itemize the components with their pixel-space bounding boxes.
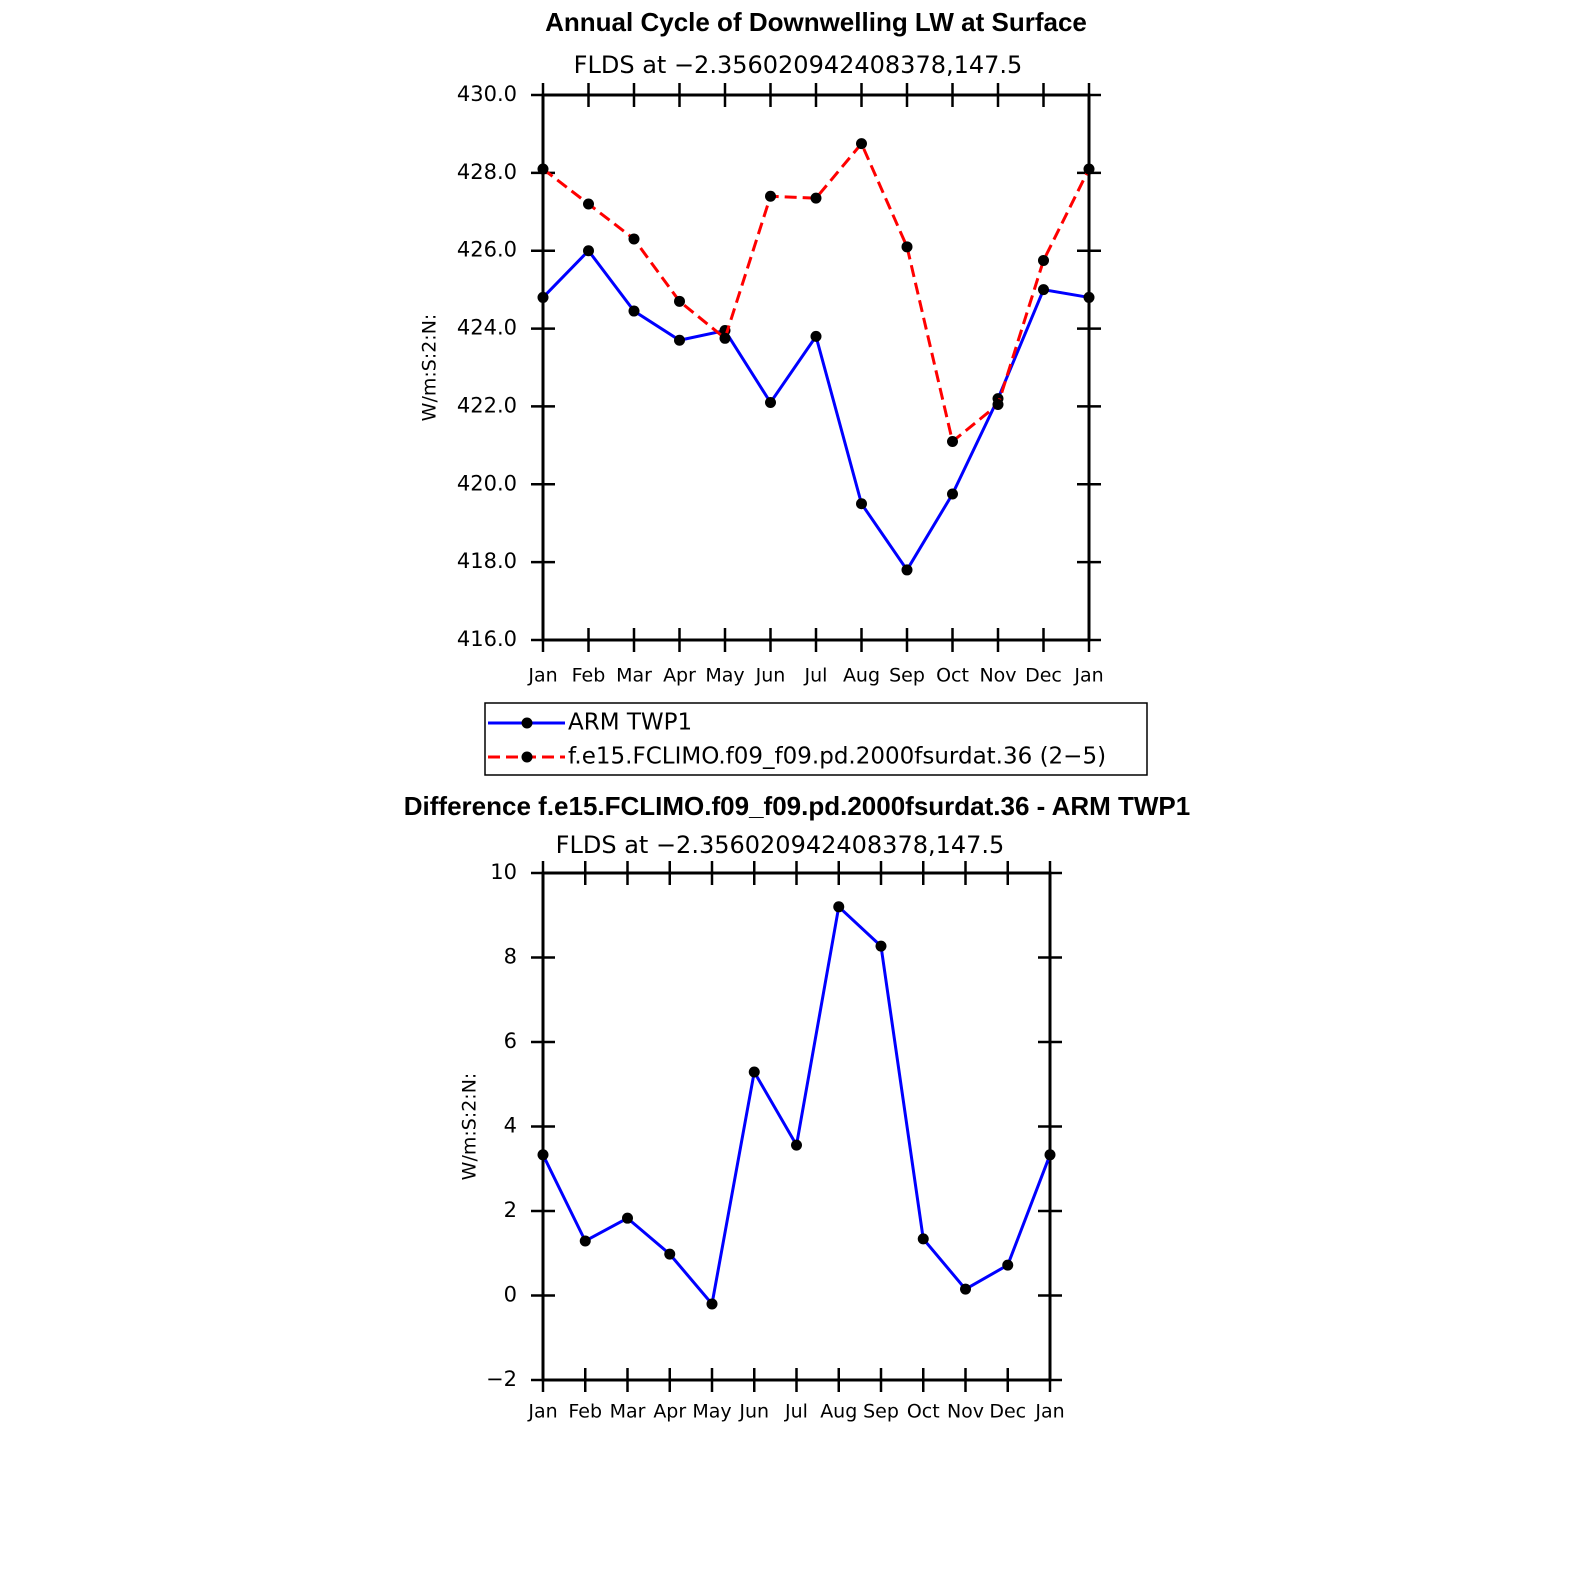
x-tick-label: May bbox=[692, 1401, 731, 1423]
plot-frame bbox=[541, 871, 1052, 1382]
x-tick-label: Oct bbox=[936, 665, 969, 687]
y-tick-label: 8 bbox=[504, 945, 517, 969]
chart-title: Annual Cycle of Downwelling LW at Surfac… bbox=[545, 7, 1087, 37]
legend-label: f.e15.FCLIMO.f09_f09.pd.2000fsurdat.36 (… bbox=[568, 744, 1106, 770]
series-line bbox=[542, 140, 1091, 445]
series-line bbox=[541, 903, 1052, 1308]
y-tick-label: 422.0 bbox=[457, 393, 517, 417]
data-point bbox=[537, 1149, 549, 1161]
data-point bbox=[706, 1298, 718, 1310]
data-point bbox=[765, 190, 776, 202]
x-tick-label: Oct bbox=[907, 1401, 940, 1423]
x-tick-label: Aug bbox=[820, 1401, 857, 1423]
data-point bbox=[628, 233, 640, 245]
y-tick-label: 426.0 bbox=[457, 238, 517, 262]
series-line bbox=[541, 248, 1090, 573]
y-tick-label: −2 bbox=[486, 1367, 517, 1391]
x-tick-label: Dec bbox=[989, 1401, 1026, 1423]
data-point bbox=[901, 241, 913, 253]
y-tick-label: 10 bbox=[490, 860, 517, 884]
data-point bbox=[765, 397, 776, 409]
x-tick-label: Apr bbox=[653, 1401, 686, 1423]
chart-title: Difference f.e15.FCLIMO.f09_f09.pd.2000f… bbox=[404, 791, 1190, 821]
x-tick-label: Jan bbox=[1073, 665, 1103, 687]
y-tick-label: 418.0 bbox=[457, 549, 517, 573]
data-point bbox=[1083, 291, 1095, 303]
legend-label: ARM TWP1 bbox=[568, 710, 692, 736]
data-point bbox=[833, 901, 845, 913]
x-tick-label: Nov bbox=[979, 665, 1016, 687]
x-tick-label: Aug bbox=[843, 665, 880, 687]
data-point bbox=[1044, 1149, 1056, 1161]
y-tick-label: 6 bbox=[504, 1029, 517, 1053]
data-point bbox=[1083, 163, 1095, 175]
data-point bbox=[583, 198, 594, 210]
data-point bbox=[810, 192, 822, 204]
data-point bbox=[960, 1283, 971, 1295]
data-point bbox=[917, 1233, 929, 1245]
data-point bbox=[875, 940, 887, 952]
plot-frame bbox=[541, 93, 1091, 642]
x-tick-label: Feb bbox=[568, 1401, 602, 1423]
y-tick-label: 0 bbox=[504, 1283, 517, 1307]
data-point bbox=[537, 163, 549, 175]
data-point bbox=[628, 305, 640, 317]
y-tick-label: 4 bbox=[504, 1114, 517, 1138]
x-tick-label: Jun bbox=[755, 665, 786, 687]
data-point bbox=[810, 330, 822, 342]
data-point bbox=[1038, 284, 1049, 296]
x-tick-label: Apr bbox=[663, 665, 696, 687]
y-tick-label: 416.0 bbox=[457, 627, 517, 651]
chart-subtitle: FLDS at −2.356020942408378,147.5 bbox=[556, 831, 1005, 859]
data-point bbox=[901, 564, 913, 576]
x-tick-label: Jul bbox=[784, 1401, 808, 1423]
y-tick-label: 420.0 bbox=[457, 471, 517, 495]
data-point bbox=[579, 1235, 591, 1247]
y-tick-label: 424.0 bbox=[457, 316, 517, 340]
y-tick-label: 428.0 bbox=[457, 160, 517, 184]
x-tick-label: Jan bbox=[1034, 1401, 1064, 1423]
y-axis-label: W/m:S:2:N: bbox=[459, 1073, 481, 1181]
x-tick-label: Jan bbox=[527, 665, 557, 687]
data-point bbox=[1038, 254, 1049, 266]
y-tick-label: 430.0 bbox=[457, 82, 517, 106]
data-point bbox=[583, 245, 594, 257]
data-point bbox=[856, 138, 867, 150]
x-tick-label: Jul bbox=[804, 665, 828, 687]
x-tick-label: Jan bbox=[527, 1401, 557, 1423]
data-point bbox=[856, 498, 867, 510]
x-tick-label: Sep bbox=[889, 665, 925, 687]
data-point bbox=[947, 435, 958, 447]
data-point bbox=[537, 291, 549, 303]
y-axis-label: W/m:S:2:N: bbox=[419, 314, 441, 422]
data-point bbox=[791, 1139, 802, 1151]
data-point bbox=[664, 1248, 676, 1260]
data-point bbox=[674, 334, 685, 346]
data-point bbox=[748, 1066, 760, 1078]
legend-box bbox=[484, 702, 1148, 776]
x-tick-label: May bbox=[705, 665, 744, 687]
legend-marker bbox=[521, 717, 533, 729]
chart-subtitle: FLDS at −2.356020942408378,147.5 bbox=[574, 51, 1023, 79]
data-point bbox=[719, 332, 731, 344]
data-point bbox=[992, 398, 1004, 410]
x-tick-label: Feb bbox=[572, 665, 606, 687]
data-point bbox=[1002, 1259, 1014, 1271]
x-tick-label: Mar bbox=[610, 1401, 646, 1423]
y-tick-label: 2 bbox=[504, 1198, 517, 1222]
data-point bbox=[947, 488, 958, 500]
legend-marker bbox=[521, 751, 533, 763]
x-tick-label: Sep bbox=[863, 1401, 899, 1423]
data-point bbox=[674, 295, 685, 307]
x-tick-label: Dec bbox=[1025, 665, 1062, 687]
x-tick-label: Mar bbox=[616, 665, 652, 687]
x-tick-label: Nov bbox=[947, 1401, 984, 1423]
data-point bbox=[622, 1212, 633, 1224]
x-tick-label: Jun bbox=[738, 1401, 769, 1423]
